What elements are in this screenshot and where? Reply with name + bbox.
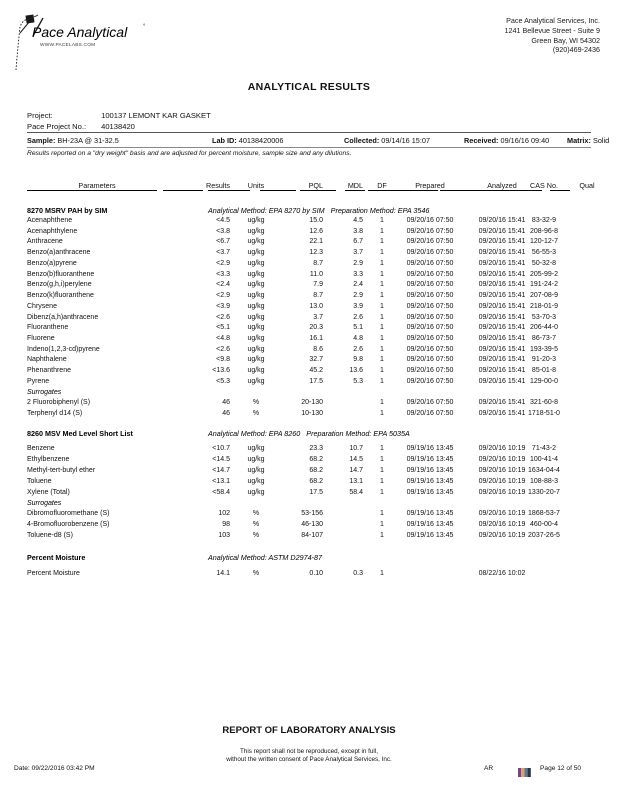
svg-text:°: ° xyxy=(143,24,146,30)
svg-text:Pace Analytical: Pace Analytical xyxy=(32,24,128,40)
svg-text:WWW.PACELABS.COM: WWW.PACELABS.COM xyxy=(40,42,95,48)
